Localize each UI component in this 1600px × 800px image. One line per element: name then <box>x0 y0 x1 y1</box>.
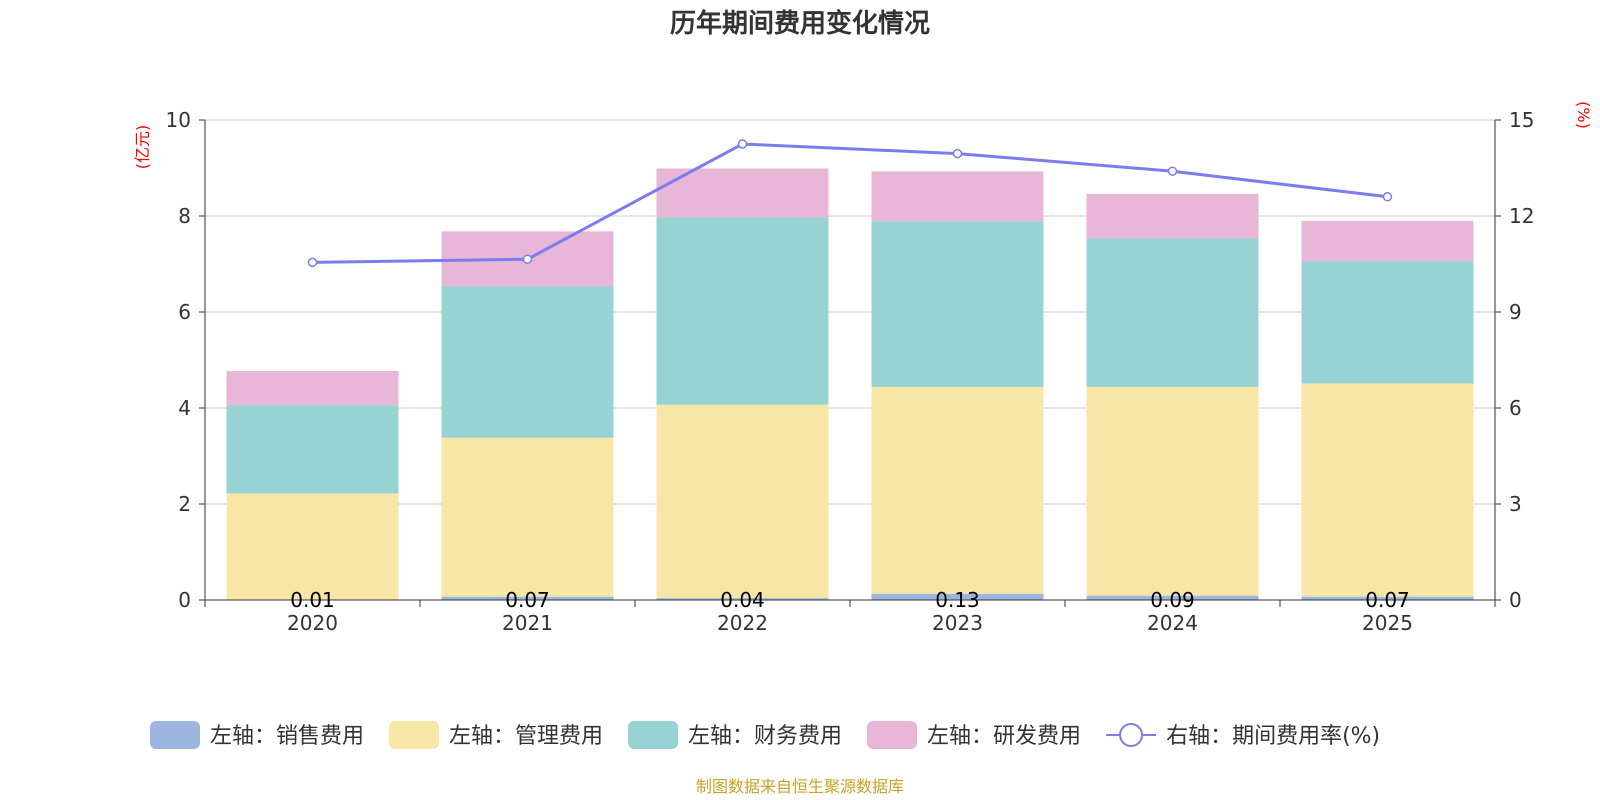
bar-segment <box>1301 383 1474 597</box>
bar-segment <box>871 171 1044 222</box>
legend-label: 右轴：期间费用率(%) <box>1166 724 1380 749</box>
bar-data-label: 0.07 <box>505 588 550 612</box>
bar-segment <box>1086 386 1259 596</box>
legend-label: 左轴：研发费用 <box>927 724 1081 749</box>
rate-line-point <box>737 139 748 149</box>
bar-segment <box>441 437 614 597</box>
legend: 左轴：销售费用 左轴：管理费用 左轴：财务费用 左轴：研发费用 右轴：期间费用率(%) <box>150 721 1380 749</box>
bar-segment <box>871 386 1044 594</box>
legend-swatch <box>389 721 440 749</box>
bar-segment <box>1086 238 1259 387</box>
bar-segment <box>441 286 614 438</box>
bar-segment <box>226 371 399 406</box>
x-axis-tick-label: 2020 <box>287 611 338 635</box>
grid <box>205 119 1495 505</box>
bar-segment <box>871 593 1044 600</box>
legend-label: 左轴：管理费用 <box>449 724 603 749</box>
right-axis-tick-label: 0 <box>1509 588 1522 612</box>
rate-line-point <box>1382 192 1393 202</box>
bar-segment <box>656 168 829 218</box>
legend-swatch <box>150 721 200 749</box>
data-labels: 0.01 0.07 0.04 0.13 0.09 0.07 <box>290 588 1410 612</box>
bar-data-label: 0.01 <box>290 588 335 612</box>
bar-data-label: 0.13 <box>935 588 980 612</box>
left-axis-tick-label: 2 <box>178 492 191 516</box>
legend-label: 左轴：财务费用 <box>688 724 842 749</box>
bar-segment <box>1301 261 1474 384</box>
expense-rate-line <box>307 139 1393 268</box>
bar-segment <box>441 596 614 600</box>
right-axis-tick-label: 12 <box>1509 204 1534 228</box>
left-axis-tick-label: 6 <box>178 300 191 324</box>
right-axis-tick-label: 3 <box>1509 492 1522 516</box>
bars <box>226 168 1474 600</box>
left-axis-tick-label: 4 <box>178 396 191 420</box>
bar-segment <box>226 493 399 600</box>
bar-segment <box>871 221 1044 387</box>
legend-line-marker <box>1119 723 1144 747</box>
chart-title: 历年期间费用变化情况 <box>670 8 930 39</box>
x-axis-tick-label: 2024 <box>1147 611 1198 635</box>
rate-line-point <box>1167 166 1178 176</box>
bar-segment <box>1086 193 1259 239</box>
source-note: 制图数据来自恒生聚源数据库 <box>696 777 904 796</box>
rate-line-point <box>307 257 318 268</box>
bar-segment <box>226 405 399 494</box>
bar-segment <box>656 404 829 599</box>
right-axis-tick-label: 9 <box>1509 300 1522 324</box>
left-axis-tick-label: 0 <box>178 588 191 612</box>
rate-line-path <box>312 142 1388 264</box>
left-axis-unit: (亿元) <box>133 125 152 170</box>
right-axis-tick-label: 15 <box>1509 108 1534 132</box>
bar-segment <box>1086 595 1259 600</box>
left-axis-tick-label: 10 <box>166 108 191 132</box>
legend-swatch <box>628 721 679 749</box>
bar-data-label: 0.07 <box>1365 588 1410 612</box>
left-axis-tick-label: 8 <box>178 204 191 228</box>
x-axis-tick-label: 2023 <box>932 611 983 635</box>
bar-segment <box>1301 596 1474 600</box>
x-axis-tick-label: 2022 <box>717 611 768 635</box>
bar-data-label: 0.09 <box>1150 588 1195 612</box>
x-axis-tick-label: 2021 <box>502 611 553 635</box>
bar-segment <box>656 217 829 405</box>
bar-data-label: 0.04 <box>720 588 765 612</box>
legend-swatch <box>867 721 918 749</box>
rate-line-point <box>952 148 963 159</box>
bar-segment <box>656 598 829 600</box>
bar-segment <box>1301 220 1474 262</box>
right-axis-unit: (%) <box>1574 101 1593 129</box>
x-axis-tick-label: 2025 <box>1362 611 1413 635</box>
right-axis-tick-label: 6 <box>1509 396 1522 420</box>
legend-label: 左轴：销售费用 <box>210 724 364 749</box>
rate-line-point <box>522 254 533 264</box>
axes: 0 2 4 6 8 10 0 3 6 9 12 15 2020 2021 2022 2023 2024 2025 <box>166 108 1535 635</box>
